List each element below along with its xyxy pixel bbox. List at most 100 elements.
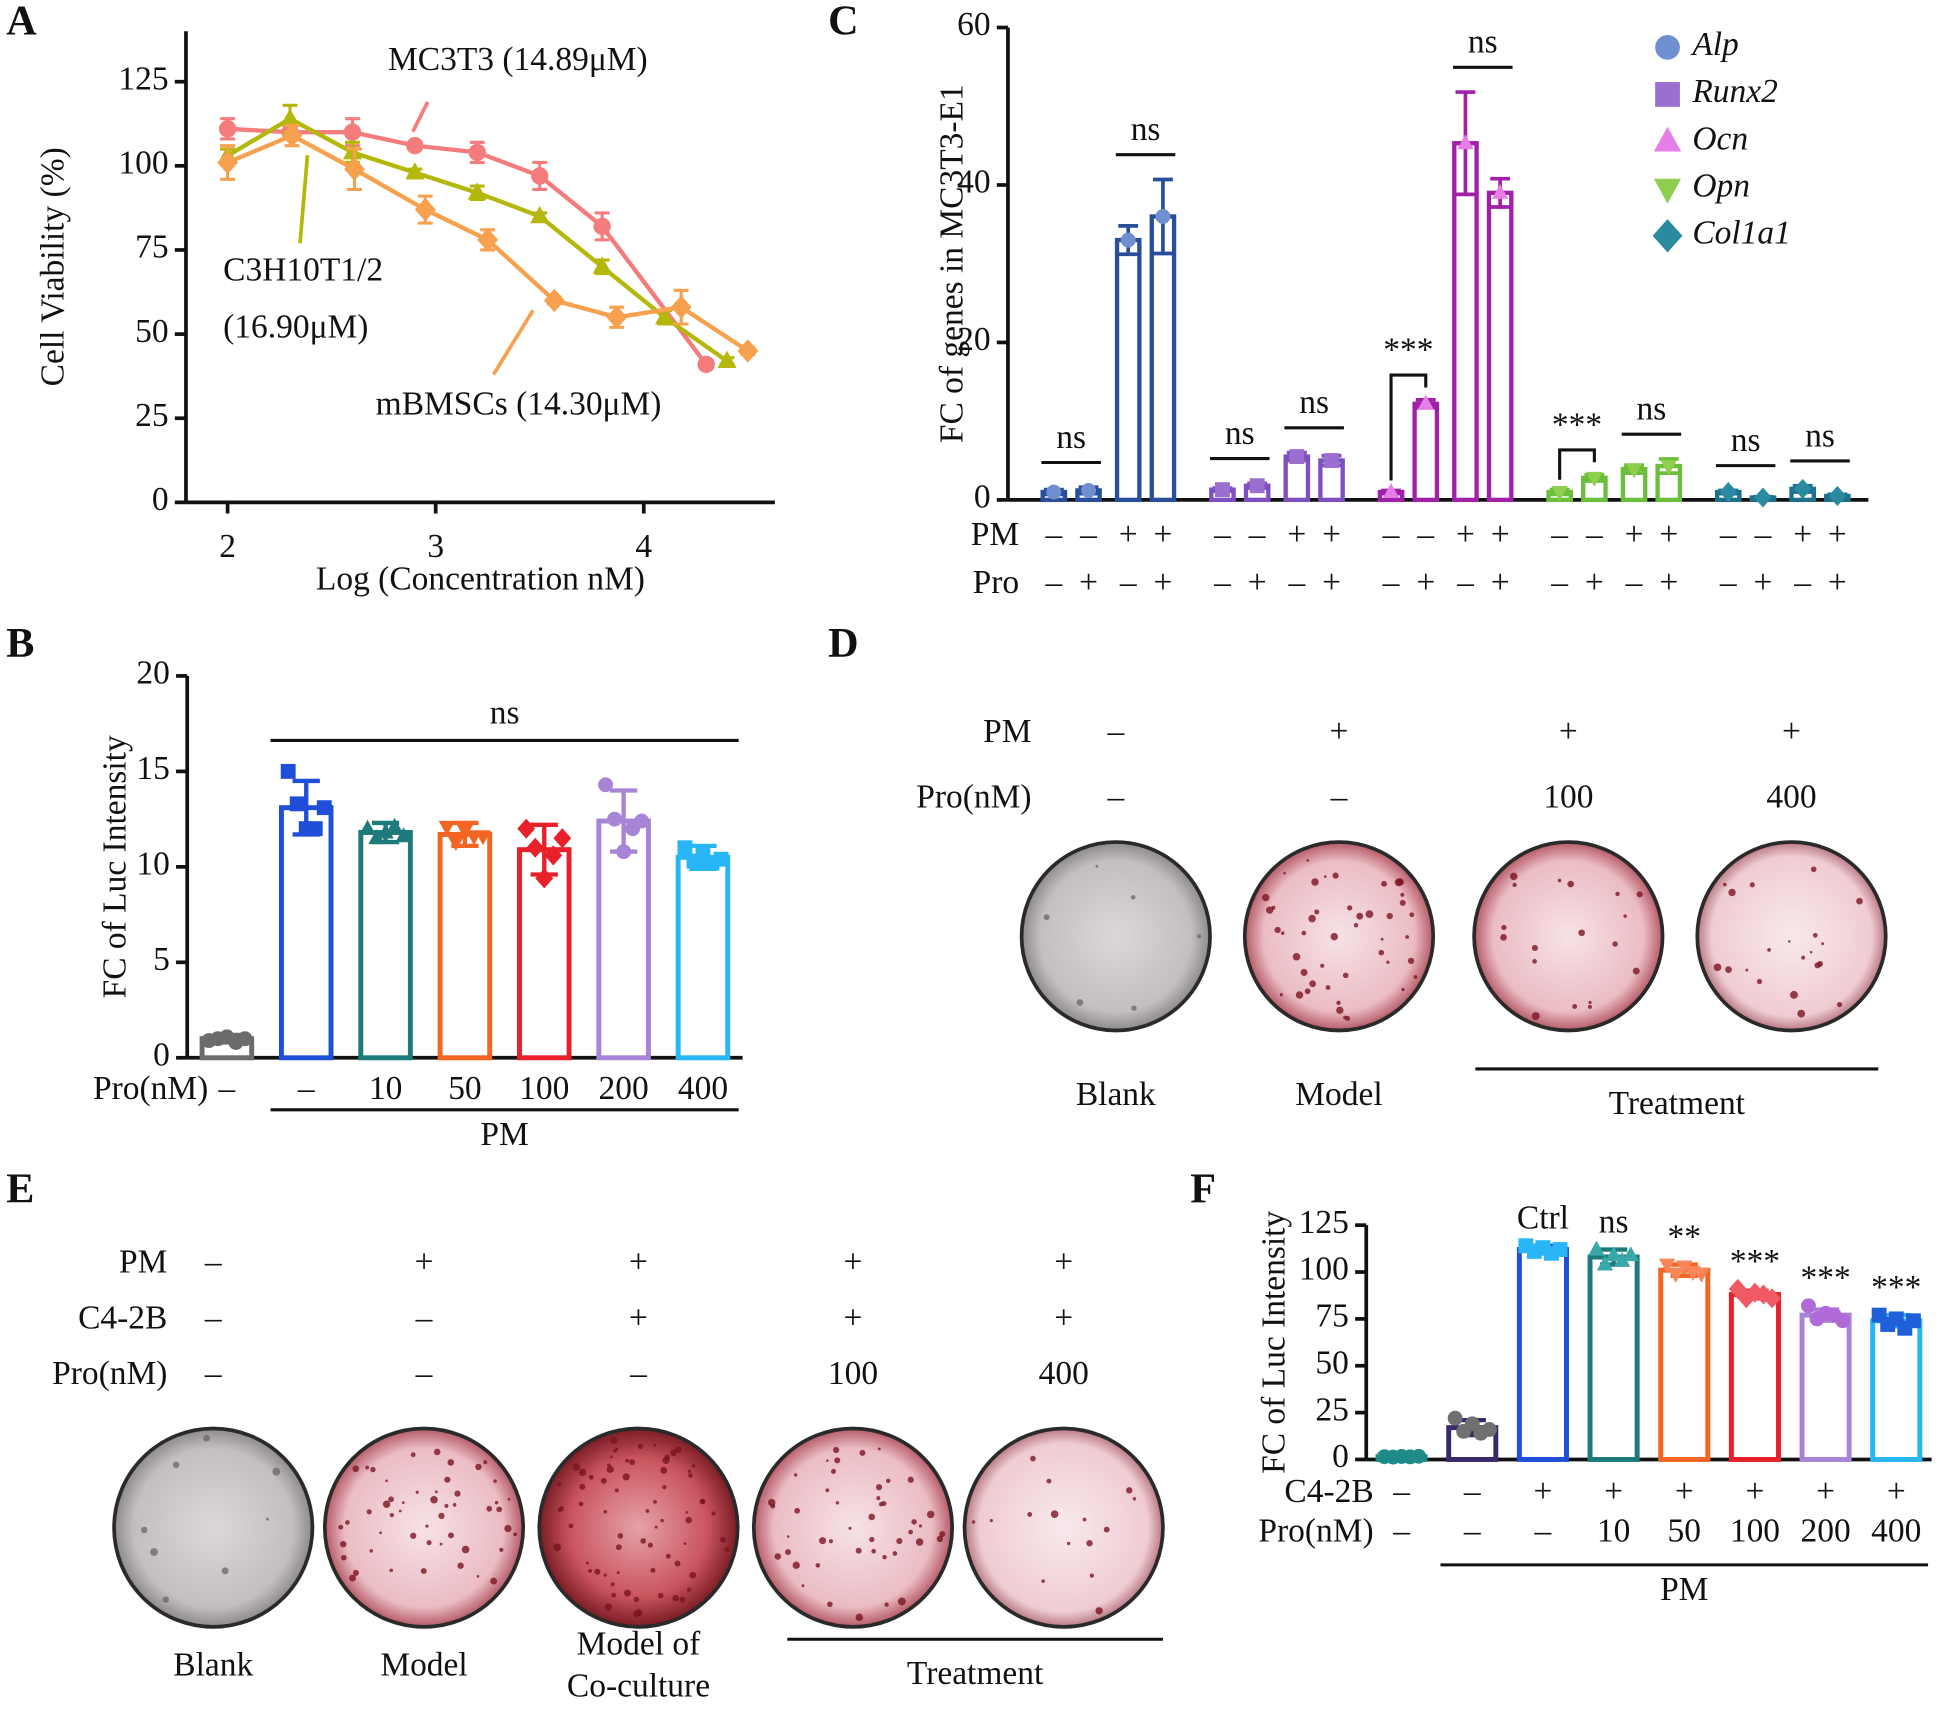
stain-spot xyxy=(1381,880,1388,887)
y-tick-label: 20 xyxy=(957,321,990,358)
stain-spot xyxy=(1103,1526,1110,1533)
row-value: + xyxy=(1782,713,1801,750)
row-value: + xyxy=(1491,516,1510,553)
stained-well xyxy=(1019,840,1212,1033)
stain-spot xyxy=(1632,967,1640,975)
stain-spot xyxy=(683,1542,687,1545)
significance-label: *** xyxy=(1383,331,1433,368)
row-value: – xyxy=(218,1070,236,1107)
stain-spot xyxy=(679,1596,686,1603)
stain-spot xyxy=(349,1574,356,1582)
stain-spot xyxy=(835,1501,840,1505)
stain-spot xyxy=(685,1510,689,1514)
stain-spot xyxy=(672,1594,680,1602)
stain-spot xyxy=(1306,859,1310,862)
data-point xyxy=(414,197,436,222)
significance-label: ns xyxy=(1805,417,1835,454)
x-tick-label: 3 xyxy=(427,528,444,565)
row-label: Pro(nM) xyxy=(1258,1513,1373,1550)
stain-spot xyxy=(826,1459,829,1462)
stain-spot xyxy=(629,1459,636,1466)
row-value: + xyxy=(1745,1473,1764,1510)
row-value: + xyxy=(1079,564,1098,601)
row-value: – xyxy=(1044,564,1062,601)
data-point xyxy=(395,827,412,843)
data-point xyxy=(307,821,323,837)
stain-spot xyxy=(915,1538,924,1546)
stain-spot xyxy=(345,1520,350,1525)
stain-spot xyxy=(557,1482,562,1487)
data-point xyxy=(1417,394,1434,410)
stain-spot xyxy=(786,1535,790,1538)
significance-label: ns xyxy=(1731,422,1761,459)
stain-spot xyxy=(882,1554,887,1560)
data-point xyxy=(717,350,737,368)
panel-letter: C xyxy=(828,0,858,45)
stain-spot xyxy=(892,1551,898,1556)
row-label: PM xyxy=(983,713,1031,750)
row-value: + xyxy=(844,1244,863,1281)
stain-spot xyxy=(1512,882,1517,888)
stain-spot xyxy=(1612,941,1618,947)
stain-spot xyxy=(1817,961,1824,967)
row-value: + xyxy=(1604,1473,1623,1510)
stain-spot xyxy=(622,1473,630,1481)
stain-spot xyxy=(875,1484,883,1491)
stain-spot xyxy=(793,1473,798,1477)
stain-spot xyxy=(1332,872,1339,879)
row-value: – xyxy=(1793,564,1811,601)
y-tick-label: 40 xyxy=(957,164,990,201)
stain-spot xyxy=(1279,993,1283,997)
y-tick-label: 0 xyxy=(974,479,991,516)
row-value: – xyxy=(415,1299,433,1336)
legend-marker xyxy=(1655,34,1680,60)
group-label: PM xyxy=(480,1116,528,1153)
stain-spot xyxy=(430,1495,438,1504)
data-point xyxy=(468,143,486,162)
stain-spot xyxy=(792,1561,800,1569)
row-value: 200 xyxy=(599,1070,649,1107)
data-point xyxy=(606,305,628,329)
data-point xyxy=(1625,463,1643,479)
stain-spot xyxy=(719,1536,726,1543)
stain-spot xyxy=(615,1447,619,1451)
significance-label: ns xyxy=(1056,419,1086,456)
stain-spot xyxy=(1567,880,1574,888)
caption: Co-culture xyxy=(567,1668,710,1705)
data-point xyxy=(474,830,492,846)
stain-spot xyxy=(653,1443,657,1447)
row-value: + xyxy=(1625,516,1644,553)
row-value: + xyxy=(629,1244,648,1281)
bar xyxy=(1149,214,1177,503)
stain-spot xyxy=(908,1529,913,1535)
stain-spot xyxy=(1723,882,1727,887)
x-tick-label: 2 xyxy=(219,528,236,565)
stain-spot xyxy=(1572,1004,1578,1009)
stain-spot xyxy=(594,1568,601,1575)
data-point xyxy=(217,150,239,175)
stain-spot xyxy=(1409,912,1415,918)
bar xyxy=(1587,1254,1640,1462)
row-value: – xyxy=(1044,516,1062,553)
stain-spot xyxy=(1323,875,1327,878)
stain-spot xyxy=(410,1452,416,1458)
stain-spot xyxy=(496,1506,503,1513)
row-value: – xyxy=(1106,779,1124,816)
data-point xyxy=(737,339,759,363)
stain-spot xyxy=(848,1526,852,1530)
stain-spot xyxy=(653,1499,657,1504)
data-point xyxy=(1457,134,1474,150)
data-point xyxy=(1447,1410,1463,1426)
stain-spot xyxy=(410,1532,417,1539)
row-value: + xyxy=(1491,564,1510,601)
stain-spot xyxy=(1314,909,1320,915)
stain-spot xyxy=(801,1584,805,1588)
bar xyxy=(1114,237,1142,503)
y-tick-label: 5 xyxy=(153,941,170,978)
data-point xyxy=(344,157,365,181)
bar xyxy=(1452,141,1479,503)
legend-label: Alp xyxy=(1690,26,1738,63)
stain-spot xyxy=(389,1512,394,1518)
stain-spot xyxy=(1342,972,1349,979)
